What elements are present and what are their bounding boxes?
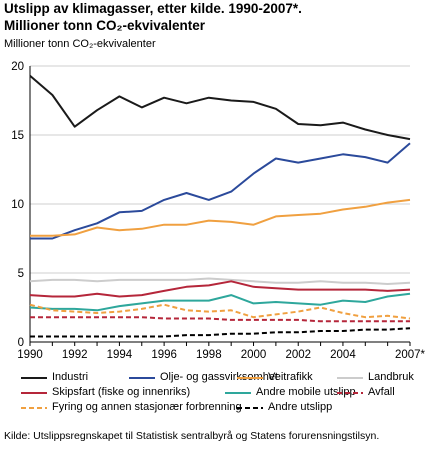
legend-swatch	[337, 392, 363, 394]
legend-swatch	[237, 377, 263, 379]
legend-swatch	[21, 392, 47, 394]
x-tick-label: 1996	[151, 349, 177, 361]
y-tick-label: 0	[18, 337, 24, 349]
series-line	[30, 316, 410, 323]
legend-label: Industri	[52, 371, 89, 383]
x-tick-label: 2007*	[395, 349, 426, 361]
series-line	[29, 277, 411, 285]
source-note: Kilde: Utslippsregnskapet til Statistisk…	[4, 430, 380, 442]
x-tick-label: 1990	[17, 349, 43, 361]
chart-title-line2: Millioner tonn CO₂-ekvivalenter	[4, 18, 206, 33]
legend-label: Skipsfart (fiske og innenriks)	[52, 386, 191, 398]
series-line	[29, 292, 411, 312]
legend-swatch	[21, 407, 47, 409]
x-tick-label: 1992	[62, 349, 88, 361]
y-tick-label: 20	[11, 61, 24, 73]
y-axis-label: Millioner tonn CO₂-ekvivalenter	[4, 38, 156, 50]
legend-swatch	[237, 407, 263, 409]
chart-title: Utslipp av klimagasser, etter kilde. 199…	[4, 0, 302, 34]
legend-label: Landbruk	[368, 371, 414, 383]
legend-label: Olje- og gassvirksomhet	[160, 371, 278, 383]
x-tick-label: 2000	[241, 349, 267, 361]
legend-swatch	[21, 377, 47, 379]
y-tick-label: 15	[11, 130, 24, 142]
x-tick-label: 1994	[107, 349, 133, 361]
legend-label: Andre mobile utslipp	[256, 386, 356, 398]
legend-label: Andre utslipp	[268, 401, 333, 413]
series-line	[30, 142, 411, 240]
legend-label: Avfall	[368, 386, 395, 398]
series-line	[29, 74, 411, 141]
series-line	[29, 280, 411, 298]
y-tick-label: 5	[18, 268, 24, 280]
series-line	[30, 198, 411, 237]
series-line	[30, 327, 411, 338]
series-line	[29, 303, 411, 320]
legend-swatch	[337, 377, 363, 379]
legend-swatch	[225, 392, 251, 394]
x-tick-label: 2002	[285, 349, 311, 361]
legend-label: Fyring og annen stasjonær forbrenning	[52, 401, 242, 413]
y-tick-label: 10	[11, 199, 24, 211]
chart-title-line1: Utslipp av klimagasser, etter kilde. 199…	[4, 1, 302, 16]
x-tick-label: 2004	[330, 349, 356, 361]
legend-label: Veitrafikk	[268, 371, 313, 383]
x-tick-label: 1998	[196, 349, 222, 361]
legend-swatch	[129, 377, 155, 379]
